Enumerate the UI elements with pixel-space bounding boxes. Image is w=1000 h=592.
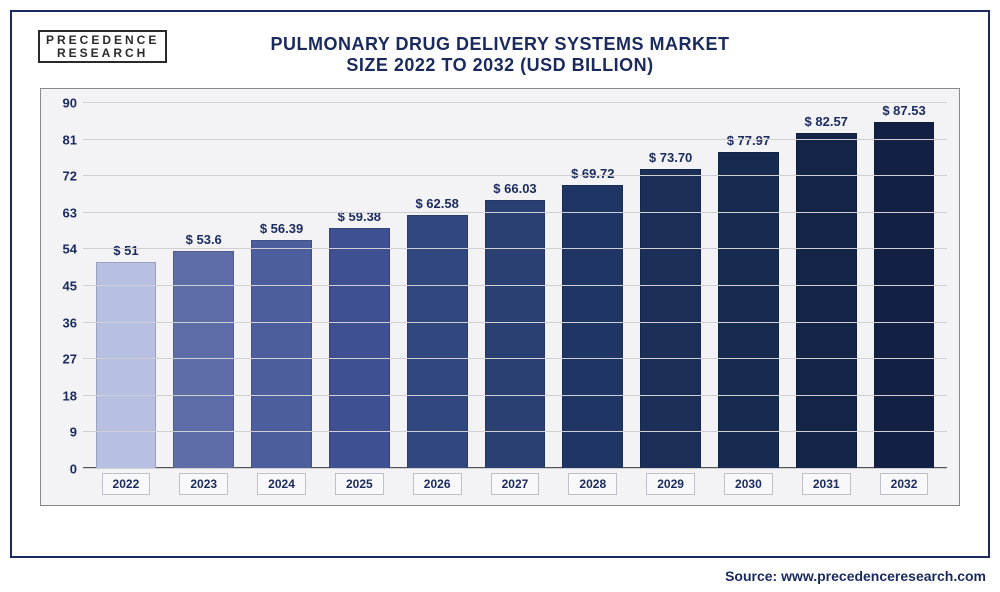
- x-label: 2022: [87, 473, 165, 499]
- bars-container: $ 51 $ 53.6 $ 56.39 $ 59.38 $ 62.58 $ 66.03 $ …: [83, 103, 947, 469]
- x-label-box: 2029: [646, 473, 695, 495]
- bar-value-label: $ 82.57: [805, 114, 848, 129]
- bar-value-label: $ 53.6: [186, 232, 222, 247]
- x-label-box: 2030: [724, 473, 773, 495]
- bar-value-label: $ 56.39: [260, 221, 303, 236]
- y-tick-label: 36: [63, 315, 83, 330]
- x-label: 2027: [476, 473, 554, 499]
- y-tick-label: 45: [63, 279, 83, 294]
- x-label: 2032: [865, 473, 943, 499]
- x-label: 2025: [320, 473, 398, 499]
- y-tick-label: 81: [63, 132, 83, 147]
- plot-frame: $ 51 $ 53.6 $ 56.39 $ 59.38 $ 62.58 $ 66.03 $ …: [40, 88, 960, 506]
- x-label-box: 2027: [491, 473, 540, 495]
- x-label: 2024: [243, 473, 321, 499]
- bar-rect: [485, 200, 546, 469]
- x-label-box: 2026: [413, 473, 462, 495]
- x-label-box: 2032: [880, 473, 929, 495]
- bar-slot: $ 77.97: [710, 103, 788, 469]
- bar-slot: $ 62.58: [398, 103, 476, 469]
- gridline: 0: [83, 468, 947, 469]
- y-tick-label: 9: [70, 425, 83, 440]
- gridline: 81: [83, 139, 947, 140]
- gridline: 54: [83, 248, 947, 249]
- bar-rect: [640, 169, 701, 469]
- y-tick-label: 0: [70, 462, 83, 477]
- outer-frame: PRECEDENCE RESEARCH PULMONARY DRUG DELIV…: [10, 10, 990, 558]
- x-label-box: 2024: [257, 473, 306, 495]
- bar-rect: [251, 240, 312, 469]
- y-tick-label: 18: [63, 388, 83, 403]
- bar-value-label: $ 87.53: [882, 103, 925, 118]
- y-tick-label: 90: [63, 96, 83, 111]
- x-label: 2030: [710, 473, 788, 499]
- y-tick-label: 63: [63, 205, 83, 220]
- bar-rect: [562, 185, 623, 469]
- x-label-box: 2022: [102, 473, 151, 495]
- bar-rect: [96, 262, 157, 469]
- x-label: 2026: [398, 473, 476, 499]
- gridline: 9: [83, 431, 947, 432]
- x-label-box: 2028: [568, 473, 617, 495]
- chart-title: PULMONARY DRUG DELIVERY SYSTEMS MARKET S…: [12, 34, 988, 76]
- x-label: 2031: [787, 473, 865, 499]
- gridline: 36: [83, 322, 947, 323]
- gridline: 27: [83, 358, 947, 359]
- gridline: 63: [83, 212, 947, 213]
- bar-slot: $ 53.6: [165, 103, 243, 469]
- bar-slot: $ 59.38: [320, 103, 398, 469]
- bar-value-label: $ 73.70: [649, 150, 692, 165]
- gridline: 45: [83, 285, 947, 286]
- bar-slot: $ 73.70: [632, 103, 710, 469]
- bar-slot: $ 56.39: [243, 103, 321, 469]
- bar-rect: [796, 133, 857, 469]
- y-tick-label: 54: [63, 242, 83, 257]
- y-tick-label: 27: [63, 352, 83, 367]
- x-labels: 2022 2023 2024 2025 2026 2027 2028 2029 2030 2031…: [83, 473, 947, 499]
- x-label: 2028: [554, 473, 632, 499]
- source-attribution: Source: www.precedenceresearch.com: [725, 568, 986, 584]
- bar-value-label: $ 59.38: [338, 209, 381, 224]
- x-label: 2023: [165, 473, 243, 499]
- plot-area: $ 51 $ 53.6 $ 56.39 $ 59.38 $ 62.58 $ 66.03 $ …: [83, 103, 947, 469]
- y-tick-label: 72: [63, 169, 83, 184]
- bar-slot: $ 69.72: [554, 103, 632, 469]
- bar-slot: $ 51: [87, 103, 165, 469]
- x-label-box: 2025: [335, 473, 384, 495]
- title-line-1: PULMONARY DRUG DELIVERY SYSTEMS MARKET: [12, 34, 988, 55]
- bar-value-label: $ 66.03: [493, 181, 536, 196]
- gridline: 18: [83, 395, 947, 396]
- bar-value-label: $ 62.58: [415, 196, 458, 211]
- x-label-box: 2023: [179, 473, 228, 495]
- bar-rect: [718, 152, 779, 469]
- x-label-box: 2031: [802, 473, 851, 495]
- bar-value-label: $ 77.97: [727, 133, 770, 148]
- x-label: 2029: [632, 473, 710, 499]
- bar-value-label: $ 69.72: [571, 166, 614, 181]
- title-line-2: SIZE 2022 TO 2032 (USD BILLION): [12, 55, 988, 76]
- bar-rect: [329, 228, 390, 469]
- bar-rect: [173, 251, 234, 469]
- bar-slot: $ 82.57: [787, 103, 865, 469]
- bar-slot: $ 87.53: [865, 103, 943, 469]
- bar-slot: $ 66.03: [476, 103, 554, 469]
- bar-rect: [874, 122, 935, 469]
- gridline: 90: [83, 102, 947, 103]
- bar-value-label: $ 51: [113, 243, 138, 258]
- gridline: 72: [83, 175, 947, 176]
